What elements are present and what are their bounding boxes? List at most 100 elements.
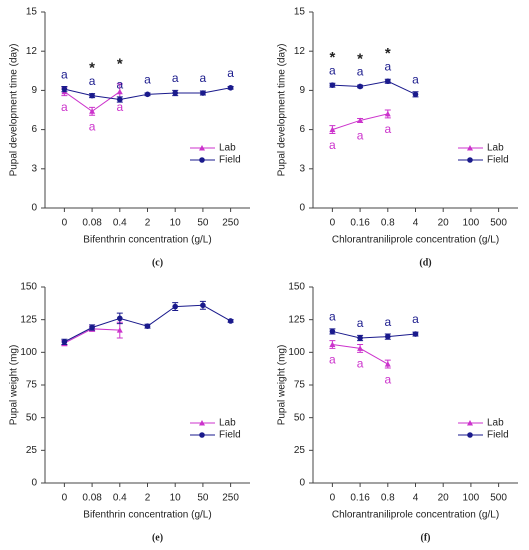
marker	[61, 339, 68, 345]
x-tick-label: 20	[438, 218, 450, 229]
x-tick-label: 10	[170, 493, 182, 504]
y-tick-label: 150	[288, 282, 305, 293]
significance-star: *	[357, 50, 363, 67]
x-tick-label: 10	[170, 218, 182, 229]
marker	[384, 361, 391, 367]
y-tick-label: 150	[20, 282, 37, 293]
x-tick-label: 50	[197, 493, 209, 504]
y-axis-label: Pupal development time (day)	[277, 44, 288, 177]
marker	[329, 126, 336, 133]
x-tick-label: 250	[222, 218, 239, 229]
y-tick-label: 0	[31, 478, 37, 489]
marker	[200, 90, 206, 96]
legend-label: Lab	[487, 143, 504, 154]
legend-marker	[467, 420, 473, 426]
y-tick-label: 25	[26, 445, 38, 456]
legend-label: Lab	[219, 418, 236, 429]
panel-label: (c)	[152, 257, 163, 268]
marker	[61, 86, 68, 92]
marker	[116, 315, 123, 322]
x-tick-label: 0.8	[381, 493, 395, 504]
panel: 0 25 50 75 100 125 150 0 0.08 0.4 2 10 50 250 Pupal we…	[9, 282, 250, 543]
x-axis-label: Bifenthrin concentration (g/L)	[83, 510, 211, 521]
marker	[384, 78, 391, 85]
panel: 0 3 6 9 12 15 0 0.08 0.4 2 10 50 250 Pupal developmen…	[9, 7, 250, 268]
significance-letter: a	[384, 315, 391, 329]
panel-label: (f)	[421, 532, 431, 543]
significance-letter: a	[357, 357, 364, 371]
marker	[329, 328, 336, 335]
x-tick-label: 4	[413, 493, 419, 504]
x-tick-label: 500	[490, 493, 507, 504]
significance-letter: a	[172, 71, 179, 85]
panel-label: (e)	[152, 532, 163, 543]
legend-label: Field	[219, 155, 241, 166]
legend-label: Lab	[487, 418, 504, 429]
x-tick-label: 0	[330, 218, 336, 229]
x-tick-label: 2	[145, 218, 151, 229]
y-tick-label: 15	[26, 7, 38, 18]
marker	[412, 91, 419, 98]
x-tick-label: 20	[438, 493, 450, 504]
significance-letter: a	[357, 316, 364, 330]
significance-letter: a	[116, 78, 123, 92]
marker	[357, 117, 364, 123]
x-tick-label: 500	[490, 218, 507, 229]
significance-letter: a	[329, 353, 336, 367]
panel: 0 3 6 9 12 15 0 0.16 0.8 4 20 100 500 Pupal developme…	[277, 7, 518, 268]
y-tick-label: 50	[26, 412, 38, 423]
significance-letter: a	[227, 66, 234, 80]
marker	[144, 91, 151, 98]
marker	[172, 90, 179, 96]
legend-marker	[199, 145, 205, 151]
y-axis-label: Pupal weight (mg)	[277, 345, 288, 426]
legend-marker	[467, 157, 473, 163]
significance-star: *	[89, 60, 95, 77]
significance-letter: a	[412, 72, 419, 86]
x-axis-label: Bifenthrin concentration (g/L)	[83, 235, 211, 246]
legend-marker	[467, 432, 473, 438]
x-axis-label: Chlorantraniliprole concentration (g/L)	[332, 235, 499, 246]
marker	[384, 110, 391, 117]
significance-letter: a	[200, 71, 207, 85]
marker	[227, 318, 234, 324]
legend-marker	[199, 420, 205, 426]
y-tick-label: 12	[294, 46, 306, 57]
x-tick-label: 0.08	[82, 493, 102, 504]
marker	[329, 82, 336, 88]
y-tick-label: 125	[20, 314, 37, 325]
y-tick-label: 0	[31, 203, 37, 214]
significance-star: *	[385, 45, 391, 62]
x-tick-label: 0.8	[381, 218, 395, 229]
significance-letter: a	[329, 138, 336, 152]
significance-letter: a	[357, 129, 364, 143]
y-tick-label: 0	[299, 478, 305, 489]
significance-letter: a	[329, 63, 336, 77]
marker	[200, 302, 206, 309]
significance-letter: a	[61, 67, 68, 81]
significance-letter: a	[144, 72, 151, 86]
x-axis-label: Chlorantraniliprole concentration (g/L)	[332, 510, 499, 521]
legend-marker	[199, 157, 205, 163]
legend-label: Field	[487, 155, 509, 166]
marker	[144, 323, 151, 329]
legend-marker	[467, 145, 473, 151]
marker	[172, 303, 179, 310]
marker	[116, 327, 123, 333]
significance-star: *	[329, 49, 335, 66]
legend-label: Lab	[219, 143, 236, 154]
marker	[116, 96, 123, 103]
significance-letter: a	[384, 372, 391, 386]
x-tick-label: 0.4	[113, 218, 127, 229]
x-tick-label: 4	[413, 218, 419, 229]
x-tick-label: 250	[222, 493, 239, 504]
x-tick-label: 50	[197, 218, 209, 229]
marker	[89, 108, 96, 114]
significance-letter: a	[384, 122, 391, 136]
x-tick-label: 0.16	[350, 218, 370, 229]
significance-letter: a	[116, 100, 123, 114]
marker	[357, 335, 363, 341]
significance-letter: a	[89, 74, 96, 88]
marker	[227, 84, 234, 91]
